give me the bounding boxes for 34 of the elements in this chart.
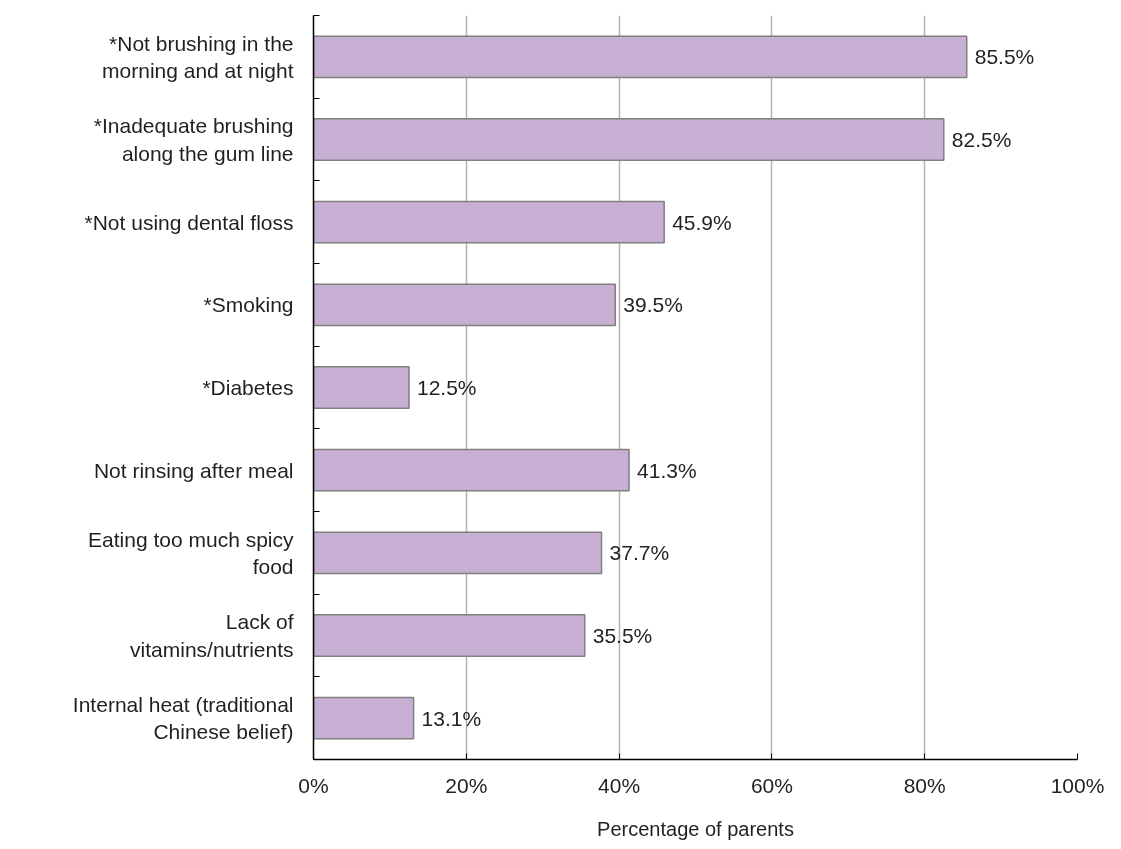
data-label: 41.3% xyxy=(637,458,697,482)
y-tick-label: Internal heat (traditional Chinese belief) xyxy=(72,692,294,744)
data-label: 45.9% xyxy=(672,210,732,234)
bar xyxy=(313,283,617,327)
x-tick-label: 100% xyxy=(1050,773,1105,797)
bar xyxy=(313,448,630,492)
y-tick-label: Lack of vitamins/nutrients xyxy=(130,610,294,661)
y-tick-label: *Inadequate brushing along the gum line xyxy=(93,114,294,165)
y-tick-label: *Diabetes xyxy=(202,376,294,399)
data-label: 12.5% xyxy=(417,376,477,399)
bar xyxy=(313,35,968,79)
x-tick-label: 0% xyxy=(298,773,329,797)
data-label: 13.1% xyxy=(421,706,482,730)
x-axis-title: Percentage of parents xyxy=(597,817,794,840)
data-label: 85.5% xyxy=(974,45,1035,69)
y-tick-label: Not rinsing after meal xyxy=(93,458,294,482)
bar xyxy=(313,531,603,575)
bar xyxy=(313,696,415,740)
y-tick-label: *Smoking xyxy=(203,293,294,317)
x-tick-label: 60% xyxy=(750,773,793,797)
data-label: 37.7% xyxy=(609,541,670,565)
bar xyxy=(313,614,586,657)
bar xyxy=(313,118,945,161)
y-tick-label: *Not using dental floss xyxy=(84,210,294,234)
bar xyxy=(313,366,410,409)
x-tick-label: 40% xyxy=(598,773,641,797)
x-tick-label: 80% xyxy=(903,773,946,797)
data-label: 82.5% xyxy=(951,128,1012,151)
y-tick-label: *Not brushing in the morning and at night xyxy=(102,31,294,83)
y-tick-label: Eating too much spicy food xyxy=(88,527,294,579)
data-label: 39.5% xyxy=(623,293,683,317)
data-label: 35.5% xyxy=(592,624,653,647)
bar xyxy=(313,200,665,244)
x-tick-label: 20% xyxy=(445,773,488,797)
